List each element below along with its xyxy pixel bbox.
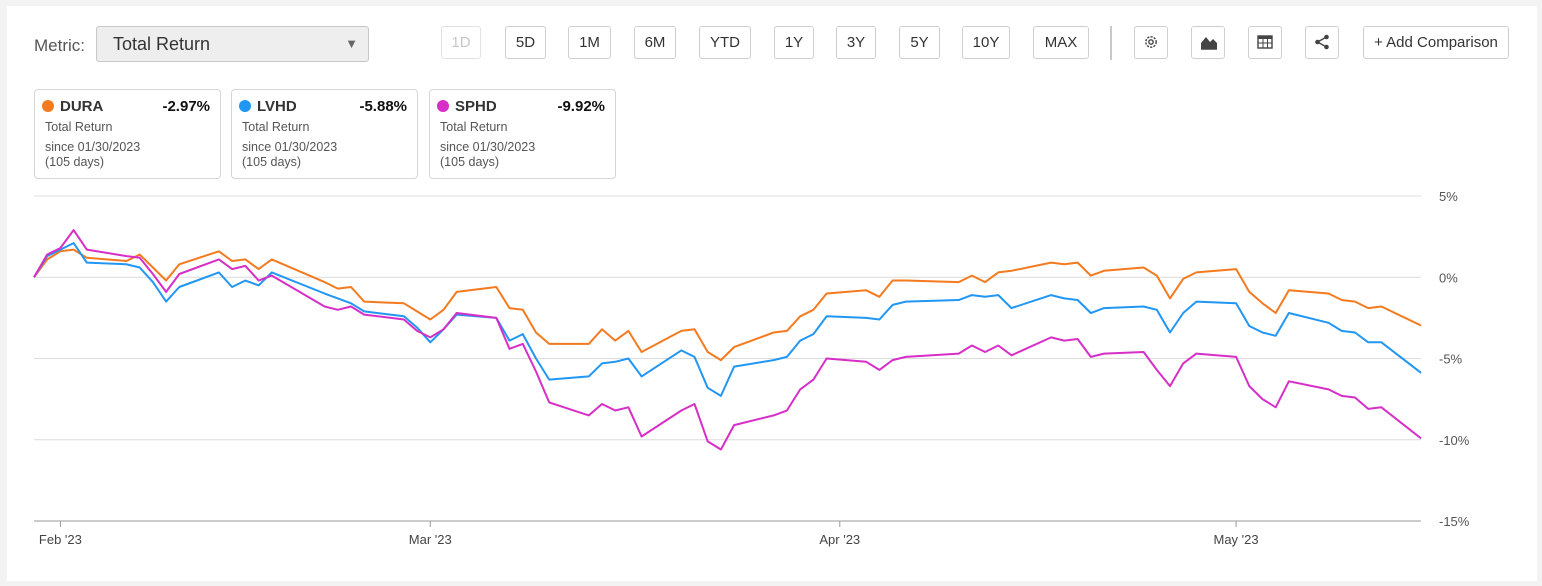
card-ticker: SPHD bbox=[455, 98, 497, 115]
range-button-max[interactable]: MAX bbox=[1033, 26, 1089, 59]
metric-label: Metric: bbox=[34, 36, 85, 55]
card-return-value: -5.88% bbox=[359, 98, 407, 115]
metric-select[interactable]: Total Return ▼ bbox=[96, 26, 369, 62]
series-color-dot bbox=[437, 100, 449, 112]
chart-panel: Metric: Total Return ▼ 1D 5D 1M 6M YTD 1Y 3Y 5Y… bbox=[7, 6, 1537, 581]
toolbar-divider bbox=[1110, 26, 1112, 60]
y-tick-label: -15% bbox=[1439, 514, 1470, 529]
card-return-value: -2.97% bbox=[162, 98, 210, 115]
range-button-3y[interactable]: 3Y bbox=[836, 26, 876, 59]
add-comparison-button[interactable]: + Add Comparison bbox=[1363, 26, 1509, 59]
x-tick-label: Apr '23 bbox=[819, 532, 860, 547]
card-since: since 01/30/2023 bbox=[242, 140, 338, 154]
card-metric: Total Return bbox=[242, 120, 310, 134]
series-color-dot bbox=[42, 100, 54, 112]
y-tick-label: 0% bbox=[1439, 270, 1458, 285]
series-color-dot bbox=[239, 100, 251, 112]
range-button-ytd[interactable]: YTD bbox=[699, 26, 751, 59]
card-ticker: DURA bbox=[60, 98, 104, 115]
legend-card-dura[interactable]: DURA -2.97% Total Return since 01/30/2023 (1… bbox=[34, 89, 221, 179]
x-tick-label: Mar '23 bbox=[409, 532, 452, 547]
area-chart-icon bbox=[1201, 37, 1217, 50]
card-days: (105 days) bbox=[440, 155, 500, 169]
share-icon bbox=[1315, 34, 1329, 50]
series-line-dura bbox=[33, 248, 1422, 362]
card-days: (105 days) bbox=[45, 155, 105, 169]
range-button-5y[interactable]: 5Y bbox=[899, 26, 940, 59]
card-since: since 01/30/2023 bbox=[440, 140, 536, 154]
range-button-5d[interactable]: 5D bbox=[505, 26, 546, 59]
y-tick-label: 5% bbox=[1439, 189, 1458, 204]
card-since: since 01/30/2023 bbox=[45, 140, 141, 154]
card-return-value: -9.92% bbox=[557, 98, 605, 115]
share-button[interactable] bbox=[1305, 26, 1339, 59]
x-tick-label: Feb '23 bbox=[39, 532, 82, 547]
card-metric: Total Return bbox=[45, 120, 113, 134]
x-tick-label: May '23 bbox=[1214, 532, 1259, 547]
line-chart: 5% 0% -5% -10% -15% Feb '23 Mar '23 Apr '23 May … bbox=[33, 189, 1470, 547]
chart-type-button[interactable] bbox=[1191, 26, 1225, 59]
card-ticker: LVHD bbox=[257, 98, 297, 115]
table-icon bbox=[1257, 35, 1273, 49]
metric-selected-value: Total Return bbox=[113, 34, 211, 54]
range-button-1d: 1D bbox=[441, 26, 481, 59]
table-view-button[interactable] bbox=[1248, 26, 1282, 59]
range-button-6m[interactable]: 6M bbox=[634, 26, 676, 59]
legend-card-lvhd[interactable]: LVHD -5.88% Total Return since 01/30/2023 (1… bbox=[231, 89, 418, 179]
chevron-down-icon: ▼ bbox=[345, 36, 358, 51]
range-button-10y[interactable]: 10Y bbox=[962, 26, 1010, 59]
gear-icon bbox=[1145, 36, 1157, 48]
legend-card-sphd[interactable]: SPHD -9.92% Total Return since 01/30/2023 (1… bbox=[429, 89, 616, 179]
settings-button[interactable] bbox=[1134, 26, 1168, 59]
card-days: (105 days) bbox=[242, 155, 302, 169]
series-line-sphd bbox=[33, 229, 1422, 451]
y-tick-label: -10% bbox=[1439, 433, 1470, 448]
card-metric: Total Return bbox=[440, 120, 508, 134]
y-tick-label: -5% bbox=[1439, 352, 1463, 367]
series-line-lvhd bbox=[33, 242, 1422, 397]
range-button-1y[interactable]: 1Y bbox=[774, 26, 814, 59]
range-button-1m[interactable]: 1M bbox=[568, 26, 611, 59]
